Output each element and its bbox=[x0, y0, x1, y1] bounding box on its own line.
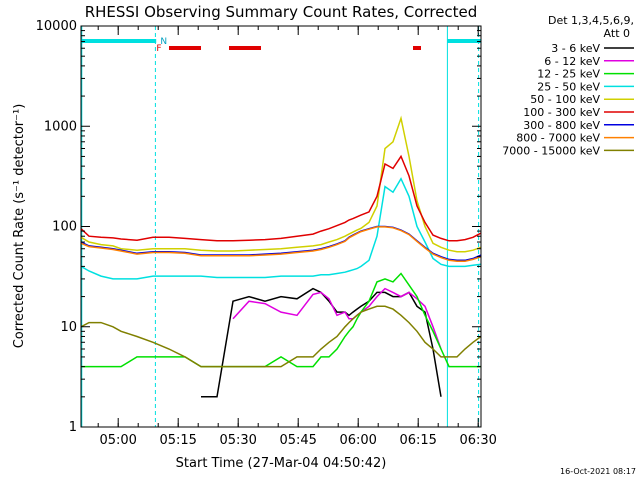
y-ticks: 1 10 100 1000 10000 bbox=[36, 19, 481, 435]
legend-label: 25 - 50 keV bbox=[537, 80, 600, 93]
x-tick-label: 06:00 bbox=[339, 433, 376, 448]
series-line-25-50-kev bbox=[80, 177, 482, 280]
x-ticks: 05:00 05:15 05:30 05:45 06:00 06:15 06:30 bbox=[97, 26, 497, 448]
x-tick-label: 05:45 bbox=[279, 433, 316, 448]
night-flag-label: N bbox=[160, 37, 167, 47]
y-tick-label: 1000 bbox=[44, 119, 77, 134]
legend-header-line1: Det 1,3,4,5,6,9, bbox=[548, 14, 634, 27]
legend-label: 800 - 7000 keV bbox=[516, 132, 600, 145]
x-axis-label: Start Time (27-Mar-04 04:50:42) bbox=[176, 456, 387, 471]
chart-title: RHESSI Observing Summary Count Rates, Co… bbox=[85, 3, 478, 21]
x-tick-label: 06:15 bbox=[399, 433, 436, 448]
series-line-50-100-kev bbox=[80, 115, 482, 253]
legend-label: 3 - 6 keV bbox=[551, 42, 600, 55]
legend-label: 7000 - 15000 keV bbox=[502, 144, 600, 157]
timestamp: 16-Oct-2021 08:17 bbox=[560, 467, 636, 476]
legend-label: 6 - 12 keV bbox=[544, 55, 600, 68]
series-line-800-7000-kev bbox=[80, 226, 482, 263]
legend-label: 300 - 800 keV bbox=[523, 119, 600, 132]
y-tick-label: 10000 bbox=[36, 19, 77, 34]
y-tick-label: 100 bbox=[52, 220, 77, 235]
legend-label: 100 - 300 keV bbox=[523, 106, 600, 119]
x-tick-label: 05:30 bbox=[219, 433, 256, 448]
legend-label: 12 - 25 keV bbox=[537, 68, 600, 81]
legend-header-line2: Att 0 bbox=[604, 27, 630, 40]
x-tick-label: 06:30 bbox=[459, 433, 496, 448]
series-line-300-800-kev bbox=[80, 225, 482, 262]
flare-flag-label: F bbox=[156, 44, 161, 54]
legend-label: 50 - 100 keV bbox=[530, 93, 600, 106]
y-tick-label: 1 bbox=[69, 420, 77, 435]
series-line-100-300-kev bbox=[80, 154, 482, 242]
series-line-7000-15000-kev bbox=[80, 305, 482, 368]
series-layer bbox=[80, 115, 482, 398]
series-line-12-25-kev bbox=[81, 272, 481, 368]
series-line-6-12-kev bbox=[232, 287, 442, 350]
y-axis-label: Corrected Count Rate (s⁻¹ detector⁻¹) bbox=[12, 104, 27, 349]
series-line-3-6-kev bbox=[201, 287, 442, 398]
x-tick-label: 05:15 bbox=[159, 433, 196, 448]
x-tick-label: 05:00 bbox=[99, 433, 136, 448]
y-tick-label: 10 bbox=[60, 320, 77, 335]
